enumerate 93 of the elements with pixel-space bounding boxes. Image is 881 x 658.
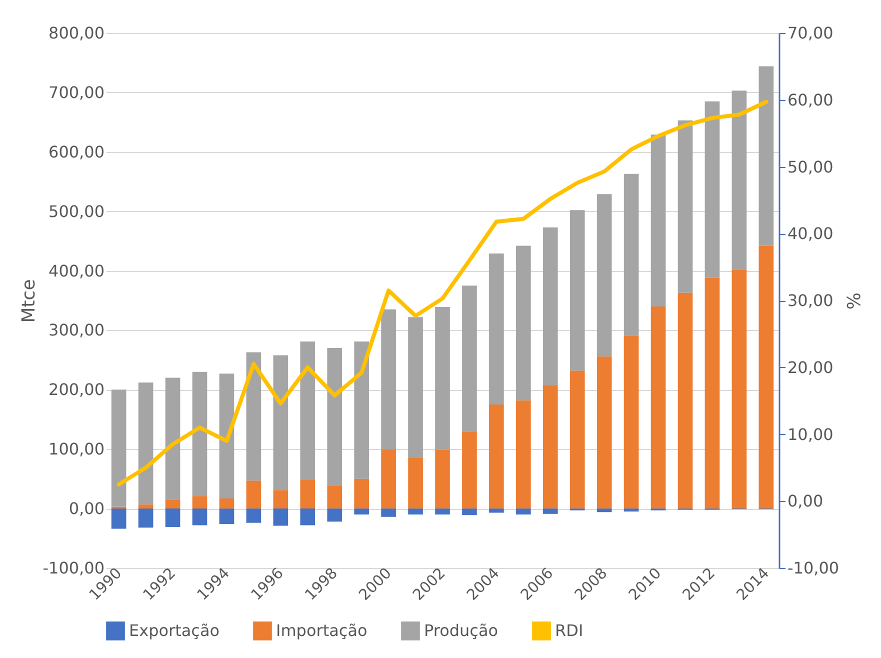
bar <box>219 374 234 498</box>
bar <box>381 449 396 509</box>
bar <box>542 386 558 509</box>
bar <box>462 431 477 509</box>
legend-label: Produção <box>424 620 498 640</box>
y2-tick-label: 70,00 <box>788 24 834 42</box>
y-tick-label: 0,00 <box>68 499 104 518</box>
bar <box>408 508 423 514</box>
bar <box>704 278 720 509</box>
y2-tick-label: 50,00 <box>788 157 834 176</box>
bar <box>138 508 154 528</box>
bar <box>489 508 504 513</box>
bar <box>678 292 693 509</box>
bar <box>273 490 288 509</box>
bar <box>732 270 747 509</box>
bar <box>570 370 585 509</box>
bar <box>192 372 208 496</box>
y-tick-label: 200,00 <box>48 380 104 400</box>
bar <box>273 508 288 526</box>
bar <box>596 356 612 509</box>
y2-tick-label: -10,00 <box>788 558 840 578</box>
bar <box>678 120 693 293</box>
bar <box>192 508 208 526</box>
bar <box>354 342 369 479</box>
y-tick-label: 800,00 <box>48 24 104 42</box>
bar <box>650 306 666 509</box>
y-tick-label: 300,00 <box>48 320 104 340</box>
line-series <box>116 100 768 486</box>
bar <box>596 194 612 356</box>
bar <box>327 508 342 522</box>
legend-label: Importação <box>276 620 368 640</box>
bar <box>489 404 504 509</box>
bar <box>300 479 316 509</box>
bar <box>192 496 208 509</box>
bar <box>273 355 288 490</box>
bar <box>165 508 180 527</box>
bar <box>516 508 531 514</box>
bar <box>758 246 774 509</box>
bar <box>570 210 585 371</box>
bar <box>758 66 774 246</box>
bar <box>219 498 234 509</box>
bar <box>650 134 666 306</box>
bar <box>300 342 316 480</box>
bar <box>516 400 531 509</box>
bar <box>354 478 369 509</box>
bar <box>408 317 423 458</box>
y2-axis-title: % <box>842 292 864 310</box>
y-axis-title: Mtce <box>18 279 40 323</box>
legend-label: Exportação <box>129 620 220 640</box>
bar <box>327 348 342 486</box>
bar <box>596 508 612 512</box>
bar <box>408 457 423 509</box>
y-tick-label: 100,00 <box>48 440 104 459</box>
y-tick-label: 600,00 <box>48 142 104 162</box>
bar <box>435 508 450 514</box>
bar <box>462 508 477 516</box>
bar <box>111 508 126 529</box>
bar <box>138 382 154 504</box>
y2-tick-label: 60,00 <box>788 90 834 110</box>
bar <box>246 480 262 509</box>
bar <box>111 390 126 507</box>
bar <box>462 286 477 432</box>
bar <box>624 508 639 512</box>
y-tick-label: 400,00 <box>48 261 104 280</box>
bar <box>246 508 262 523</box>
legend-label: RDI <box>555 620 584 640</box>
bar <box>246 352 262 481</box>
y2-tick-label: 0,00 <box>788 492 824 511</box>
y2-tick-label: 40,00 <box>788 224 834 244</box>
y-tick-label: 700,00 <box>48 82 104 102</box>
bar <box>219 508 234 524</box>
bar <box>624 174 639 336</box>
bar <box>435 307 450 450</box>
y2-tick-label: 20,00 <box>788 358 834 377</box>
bar <box>381 508 396 517</box>
bar <box>704 101 720 278</box>
bar <box>624 336 639 509</box>
bar <box>732 90 747 270</box>
bar <box>542 227 558 386</box>
y2-tick-label: 30,00 <box>788 291 834 310</box>
bar <box>354 508 369 514</box>
bar <box>381 309 396 450</box>
bar <box>542 508 558 514</box>
bar <box>435 450 450 509</box>
bar <box>138 504 154 509</box>
bar <box>327 486 342 509</box>
bar <box>489 254 504 405</box>
bar <box>516 246 531 400</box>
bar <box>165 378 180 500</box>
bar <box>165 500 180 509</box>
y2-tick-label: 10,00 <box>788 424 834 444</box>
y-tick-label: 500,00 <box>48 202 104 221</box>
bar <box>300 508 316 526</box>
